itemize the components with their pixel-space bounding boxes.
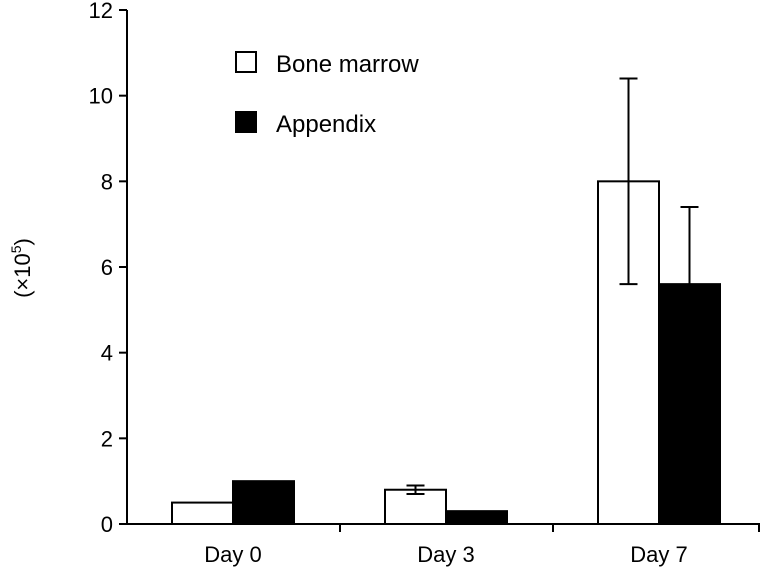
y-axis: 0 2 4 6 8 10 12 <box>89 0 128 537</box>
legend-label: Bone marrow <box>276 51 419 78</box>
bar-appendix <box>232 480 295 525</box>
legend-swatch <box>235 111 257 133</box>
x-tick-label: Day 3 <box>417 542 474 567</box>
legend-label: Appendix <box>276 111 376 138</box>
y-tick-label: 8 <box>101 169 113 194</box>
y-tick-label: 10 <box>89 84 113 109</box>
legend: Bone marrow Appendix <box>235 51 419 138</box>
y-axis-label-prefix: (×10 <box>10 253 35 298</box>
y-tick-label: 0 <box>101 512 113 537</box>
y-axis-label-exponent: 5 <box>8 245 24 253</box>
y-tick-label: 6 <box>101 255 113 280</box>
error-bars <box>406 77 699 496</box>
bars <box>171 180 721 526</box>
bar-appendix <box>445 510 508 525</box>
legend-swatch <box>235 51 257 73</box>
y-axis-label: (×105) <box>8 238 35 298</box>
y-tick-label: 2 <box>101 426 113 451</box>
bar-bone-marrow <box>171 501 234 526</box>
y-axis-label-suffix: ) <box>10 238 35 245</box>
x-tick-label: Day 7 <box>630 542 687 567</box>
x-axis: Day 0 Day 3 Day 7 <box>127 523 760 567</box>
y-tick-label: 4 <box>101 341 113 366</box>
x-tick-label: Day 0 <box>204 542 261 567</box>
bar-bone-marrow <box>384 488 447 526</box>
y-tick-label: 12 <box>89 0 113 23</box>
